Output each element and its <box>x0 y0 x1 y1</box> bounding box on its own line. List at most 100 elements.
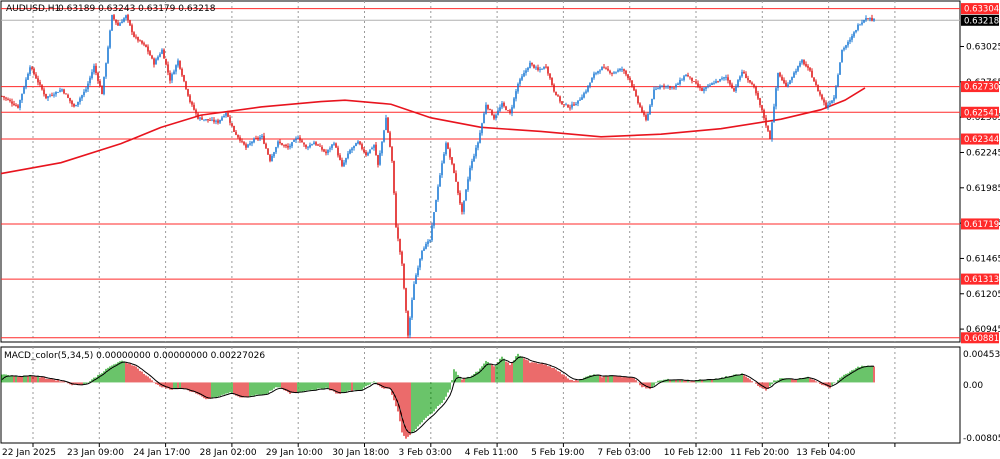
candle-body <box>189 95 191 102</box>
candle-body <box>527 67 529 71</box>
current-price-badge-bg <box>961 14 999 26</box>
vertical-grid <box>32 1 896 342</box>
candle-body <box>85 89 87 92</box>
level-label: 0.63304 <box>964 5 999 15</box>
time-label: 10 Feb 12:00 <box>664 448 723 458</box>
time-label: 5 Feb 19:00 <box>531 448 585 458</box>
candle-body <box>683 76 685 80</box>
candle-body <box>45 93 47 99</box>
candle-body <box>99 81 101 87</box>
macd-tick-zero: 0.00 <box>963 381 983 391</box>
price-panel[interactable]: AUDUSD,H1 0.63189 0.63243 0.63179 0.6321… <box>0 0 961 343</box>
candle-body <box>175 65 177 72</box>
candle-body <box>263 135 265 144</box>
candle-body <box>533 64 535 68</box>
candle-body <box>467 179 469 190</box>
candle-body <box>625 70 627 75</box>
candle-body <box>135 36 137 38</box>
candle-body <box>383 130 385 142</box>
symbol-label: AUDUSD,H1 <box>6 4 60 14</box>
candle-body <box>865 18 867 20</box>
time-label: 4 Feb 11:00 <box>465 448 519 458</box>
candle-body <box>233 125 235 132</box>
macd-tick-top: 0.0045392 <box>963 350 1000 360</box>
candle-body <box>541 69 543 70</box>
level-label: 0.60881 <box>964 334 999 344</box>
candle-body <box>669 86 671 89</box>
candle-body <box>197 113 199 119</box>
candle-body <box>805 63 807 67</box>
candle-body <box>493 115 495 119</box>
candle-body <box>129 20 131 26</box>
level-label: 0.62730 <box>964 83 999 93</box>
candle-body <box>361 144 363 149</box>
candle-body <box>259 137 261 139</box>
candle-body <box>705 87 707 89</box>
candle-body <box>179 60 181 69</box>
candle-body <box>415 275 417 284</box>
candle-body <box>813 77 815 82</box>
candle-body <box>477 142 479 148</box>
candle-body <box>557 95 559 97</box>
candle-body <box>9 100 11 102</box>
candle-body <box>185 81 187 89</box>
candle-body <box>137 37 139 41</box>
candle-body <box>15 105 17 106</box>
candle-body <box>5 97 7 99</box>
candle-body <box>403 263 405 289</box>
candle-body <box>709 85 711 86</box>
candle-body <box>611 73 613 74</box>
candle-body <box>405 288 407 311</box>
candle-body <box>463 200 465 212</box>
candle-body <box>809 67 811 71</box>
macd-signal-line <box>1 356 875 434</box>
candle-body <box>451 157 453 164</box>
candle-body <box>355 143 357 147</box>
candle-body <box>591 77 593 83</box>
candle-body <box>411 299 413 318</box>
candle-body <box>295 138 297 141</box>
candle-body <box>583 93 585 98</box>
level-badge <box>961 332 999 344</box>
macd-panel[interactable]: MACD_color(5,34,5) 0.00000000 0.00000000… <box>0 346 961 444</box>
candle-body <box>143 43 145 45</box>
candle-body <box>455 173 457 182</box>
candle-body <box>55 91 57 95</box>
candle-body <box>307 147 309 149</box>
candle-body <box>313 142 315 145</box>
candle-body <box>783 79 785 83</box>
price-label: 0.62505 <box>966 113 1000 123</box>
candle-body <box>699 86 701 88</box>
candle-body <box>457 181 459 194</box>
candle-body <box>115 19 117 23</box>
candle-body <box>373 145 375 148</box>
candle-body <box>587 86 589 92</box>
candle-body <box>779 72 781 77</box>
candle-body <box>441 163 443 176</box>
candle-body <box>275 147 277 153</box>
candle-body <box>713 83 715 85</box>
candle-body <box>91 72 93 78</box>
candle-body <box>833 97 835 101</box>
candle-body <box>789 80 791 85</box>
candle-body <box>59 90 61 92</box>
candle-body <box>103 76 105 95</box>
candle-body <box>637 96 639 104</box>
level-label: 0.62541 <box>964 108 999 118</box>
candle-body <box>277 141 279 147</box>
candle-body <box>23 87 25 94</box>
candle-body <box>485 104 487 114</box>
candle-body <box>225 113 227 116</box>
candle-body <box>517 83 519 92</box>
candle-body <box>173 71 175 75</box>
candle-body <box>301 140 303 143</box>
candle-body <box>755 86 757 94</box>
candle-body <box>273 152 275 157</box>
candle-body <box>561 101 563 104</box>
candle-body <box>299 137 301 141</box>
candle-body <box>347 153 349 159</box>
candle-body <box>121 21 123 24</box>
candle-body <box>603 66 605 68</box>
candle-body <box>491 110 493 116</box>
